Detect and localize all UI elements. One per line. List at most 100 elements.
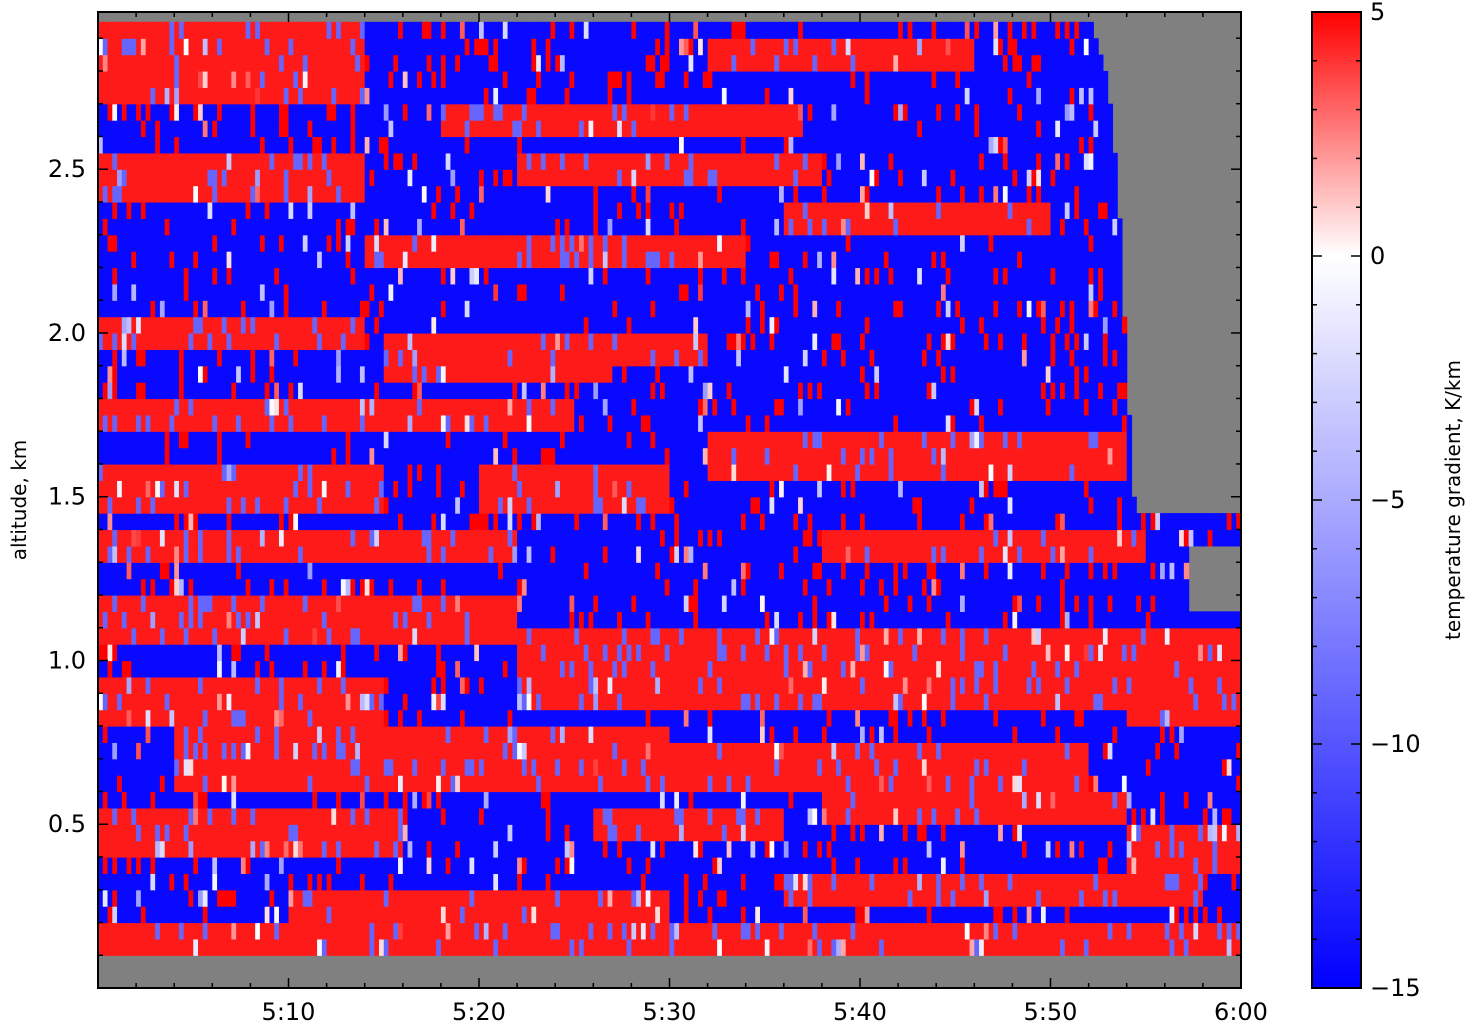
heatmap-cell	[1217, 922, 1223, 940]
heatmap-cell	[436, 840, 442, 858]
heatmap-cell	[893, 644, 899, 662]
heatmap-cell	[136, 824, 142, 842]
heatmap-cell	[712, 922, 718, 940]
heatmap-cell	[440, 856, 447, 874]
heatmap-cell	[302, 709, 309, 727]
heatmap-cell	[531, 856, 537, 874]
heatmap-cell	[655, 725, 661, 743]
heatmap-cell	[779, 627, 785, 645]
heatmap-cell	[1131, 676, 1137, 694]
heatmap-cell	[450, 922, 456, 940]
heatmap-cell	[850, 709, 856, 727]
heatmap-cell	[269, 824, 275, 842]
heatmap-cell	[893, 758, 899, 776]
heatmap-cell	[1212, 693, 1218, 711]
heatmap-cell	[1140, 922, 1147, 940]
heatmap-cell	[264, 840, 271, 858]
heatmap-cell	[474, 693, 480, 711]
heatmap-cell	[902, 807, 909, 825]
heatmap-cell	[588, 611, 594, 629]
heatmap-cell	[178, 644, 185, 662]
heatmap-cell	[274, 873, 280, 891]
heatmap-cell	[202, 807, 209, 825]
heatmap-cell	[250, 889, 256, 907]
heatmap-cell	[564, 889, 571, 907]
heatmap-cell	[269, 709, 275, 727]
heatmap-cell	[555, 922, 561, 940]
heatmap-cell	[1069, 627, 1075, 645]
heatmap-cell	[1169, 742, 1175, 760]
heatmap-cell	[674, 791, 680, 809]
heatmap-cell	[298, 644, 304, 662]
heatmap-cell	[893, 611, 899, 629]
heatmap-cell	[507, 627, 513, 645]
heatmap-cell	[145, 922, 151, 940]
heatmap-cell	[1174, 775, 1180, 793]
heatmap-cell	[321, 709, 328, 727]
heatmap-cell	[683, 906, 690, 924]
heatmap-cell	[555, 709, 561, 727]
heatmap-cell	[1050, 856, 1056, 874]
heatmap-cell	[312, 742, 318, 760]
heatmap-cell	[1236, 725, 1242, 743]
heatmap-cell	[155, 742, 161, 760]
heatmap-cell	[988, 824, 994, 842]
heatmap-cell	[1136, 693, 1142, 711]
heatmap-cell	[102, 758, 109, 776]
heatmap-cell	[236, 840, 242, 858]
heatmap-cell	[1145, 742, 1152, 760]
heatmap-cell	[226, 840, 232, 858]
heatmap-cell	[1217, 840, 1223, 858]
heatmap-cell	[164, 840, 171, 858]
heatmap-cell	[855, 856, 861, 874]
heatmap-cell	[1236, 840, 1242, 858]
heatmap-cell	[421, 791, 428, 809]
heatmap-cell	[555, 627, 561, 645]
heatmap-cell	[1045, 775, 1052, 793]
heatmap-cell	[664, 660, 671, 678]
heatmap-cell	[117, 856, 123, 874]
heatmap-cell	[250, 627, 256, 645]
heatmap-cell	[159, 725, 166, 743]
heatmap-cell	[707, 775, 713, 793]
heatmap-cell	[921, 660, 928, 678]
heatmap-cell	[1036, 709, 1042, 727]
heatmap-cell	[1164, 775, 1171, 793]
heatmap-cell	[198, 627, 204, 645]
heatmap-cell	[964, 627, 971, 645]
heatmap-cell	[317, 889, 323, 907]
heatmap-cell	[288, 856, 294, 874]
heatmap-cell	[579, 676, 585, 694]
heatmap-cell	[1150, 775, 1156, 793]
heatmap-cell	[721, 709, 728, 727]
heatmap-cell	[183, 938, 190, 956]
heatmap-cell	[636, 644, 642, 662]
heatmap-cell	[740, 660, 747, 678]
heatmap-cell	[926, 856, 933, 874]
heatmap-cell	[431, 627, 437, 645]
heatmap-cell	[917, 824, 923, 842]
heatmap-cell	[217, 856, 223, 874]
heatmap-cell	[650, 922, 656, 940]
heatmap-cell	[178, 627, 185, 645]
heatmap-cell	[974, 791, 980, 809]
heatmap-cell	[702, 922, 709, 940]
heatmap-cell	[112, 856, 118, 874]
heatmap-cell	[807, 791, 813, 809]
heatmap-cell	[731, 824, 737, 842]
heatmap-cell	[393, 660, 399, 678]
heatmap-cell	[126, 938, 132, 956]
heatmap-cell	[683, 693, 690, 711]
heatmap-cell	[1064, 693, 1071, 711]
heatmap-cell	[950, 889, 956, 907]
heatmap-cell	[993, 906, 999, 924]
heatmap-cell	[1093, 644, 1099, 662]
heatmap-cell	[650, 840, 656, 858]
heatmap-cell	[1174, 840, 1180, 858]
heatmap-cell	[688, 824, 694, 842]
heatmap-cell	[559, 906, 566, 924]
heatmap-cell	[955, 856, 961, 874]
heatmap-cell	[998, 775, 1004, 793]
heatmap-cell	[1012, 644, 1018, 662]
heatmap-cell	[393, 856, 399, 874]
